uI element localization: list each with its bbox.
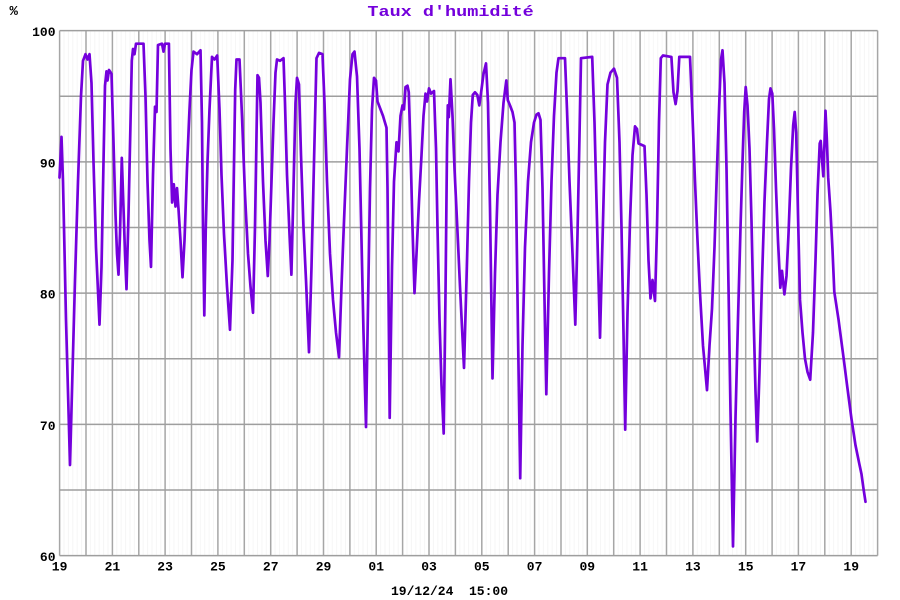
svg-text:15: 15 — [738, 560, 754, 575]
svg-text:100: 100 — [32, 25, 56, 40]
svg-text:09: 09 — [579, 560, 595, 575]
svg-text:11: 11 — [632, 560, 648, 575]
svg-text:29: 29 — [316, 560, 332, 575]
svg-text:23: 23 — [157, 560, 173, 575]
svg-text:19: 19 — [52, 560, 68, 575]
svg-text:07: 07 — [527, 560, 543, 575]
svg-text:80: 80 — [40, 288, 56, 303]
svg-text:%: % — [10, 4, 19, 20]
svg-text:60: 60 — [40, 550, 56, 565]
svg-text:05: 05 — [474, 560, 490, 575]
svg-text:19: 19 — [843, 560, 859, 575]
svg-text:21: 21 — [105, 560, 121, 575]
svg-text:17: 17 — [791, 560, 807, 575]
svg-text:27: 27 — [263, 560, 279, 575]
svg-text:13: 13 — [685, 560, 701, 575]
svg-text:03: 03 — [421, 560, 437, 575]
svg-text:70: 70 — [40, 419, 56, 434]
svg-text:90: 90 — [40, 157, 56, 172]
svg-text:25: 25 — [210, 560, 226, 575]
svg-text:Taux d'humidité: Taux d'humidité — [367, 4, 533, 21]
svg-text:19/12/24 15:00: 19/12/24 15:00 — [391, 584, 508, 599]
svg-text:01: 01 — [368, 560, 384, 575]
